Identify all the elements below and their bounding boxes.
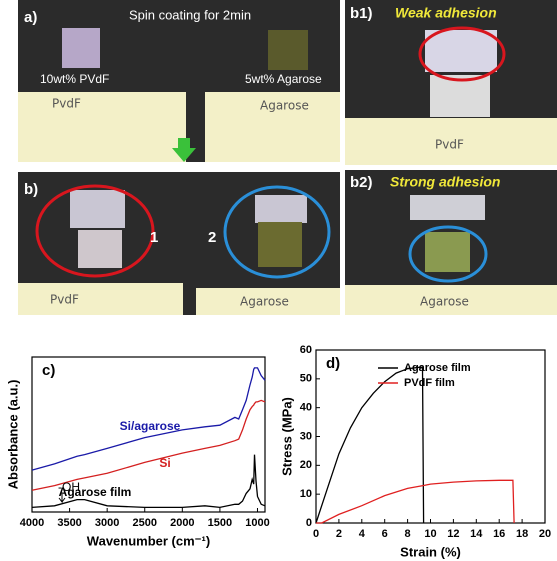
agarose-wafer <box>268 30 308 70</box>
panel-label: b) <box>24 181 38 198</box>
agarose-wafer <box>425 232 470 272</box>
x-tick-label: 2 <box>336 528 342 540</box>
panel-label: c) <box>42 362 55 379</box>
x-tick-label: 8 <box>405 528 411 540</box>
x-tick-label: 0 <box>313 528 319 540</box>
handwritten-tag: PvdF <box>435 138 464 152</box>
sample-label: 10wt% PVdF <box>40 72 109 86</box>
handwritten-tag: Agarose <box>240 295 289 309</box>
x-tick-label: 4000 <box>20 517 44 529</box>
series-label: Si/agarose <box>120 419 181 433</box>
handwritten-tag: PvdF <box>52 97 81 111</box>
x-tick-label: 16 <box>493 528 505 540</box>
caption: Strong adhesion <box>390 174 500 190</box>
page: {"panels":{ "a":{"label":"a)","title":"S… <box>0 0 557 561</box>
caption: Weak adhesion <box>395 5 497 21</box>
handwritten-tag: Agarose <box>420 295 469 309</box>
tape <box>255 195 307 223</box>
x-axis-title: Strain (%) <box>400 544 461 559</box>
panel-label: b2) <box>350 174 373 191</box>
y-tick-label: 10 <box>300 488 312 500</box>
agarose-wafer <box>258 222 302 267</box>
paper-label <box>18 283 183 315</box>
data-line <box>316 480 514 523</box>
sample-label: 5wt% Agarose <box>245 72 322 86</box>
x-tick-label: 14 <box>470 528 483 540</box>
y-tick-label: 30 <box>300 430 312 442</box>
annotation: -OH <box>58 480 80 494</box>
y-tick-label: 40 <box>300 402 312 414</box>
legend-label: PVdF film <box>404 377 455 389</box>
panel-label: b1) <box>350 5 373 22</box>
x-tick-label: 3500 <box>57 517 81 529</box>
y-tick-label: 0 <box>306 517 312 529</box>
tape <box>410 195 485 220</box>
panel-label: a) <box>24 9 37 26</box>
panel-label: d) <box>326 355 340 372</box>
series-label: Si <box>159 456 170 470</box>
marker: 2 <box>208 229 216 246</box>
x-tick-label: 2000 <box>170 517 194 529</box>
x-tick-label: 1500 <box>208 517 232 529</box>
x-tick-label: 4 <box>359 528 366 540</box>
x-tick-label: 6 <box>382 528 388 540</box>
data-line <box>32 400 265 490</box>
data-line <box>316 367 424 523</box>
x-tick-label: 2500 <box>132 517 156 529</box>
y-axis-title: Stress (MPa) <box>279 397 294 476</box>
x-tick-label: 1000 <box>245 517 269 529</box>
handwritten-tag: Agarose <box>260 99 309 113</box>
pvdf-wafer <box>78 230 122 268</box>
x-tick-label: 20 <box>539 528 551 540</box>
legend-label: Agarose film <box>404 362 471 374</box>
y-tick-label: 20 <box>300 459 312 471</box>
figure: a) Spin coating for 2min 10wt% PVdF 5wt%… <box>0 0 557 561</box>
tape <box>70 190 125 228</box>
x-tick-label: 18 <box>516 528 528 540</box>
y-axis-title: Absorbance (a.u.) <box>5 380 20 490</box>
x-axis-title: Wavenumber (cm⁻¹) <box>87 533 210 548</box>
y-tick-label: 60 <box>300 344 312 356</box>
paper-label <box>18 92 186 162</box>
pvdf-wafer <box>62 28 100 68</box>
x-tick-label: 3000 <box>95 517 119 529</box>
marker: 1 <box>150 229 158 246</box>
x-tick-label: 12 <box>447 528 459 540</box>
tape <box>425 30 497 72</box>
x-tick-label: 10 <box>424 528 436 540</box>
panel-title: Spin coating for 2min <box>129 7 251 22</box>
handwritten-tag: PvdF <box>50 293 79 307</box>
y-tick-label: 50 <box>300 373 312 385</box>
